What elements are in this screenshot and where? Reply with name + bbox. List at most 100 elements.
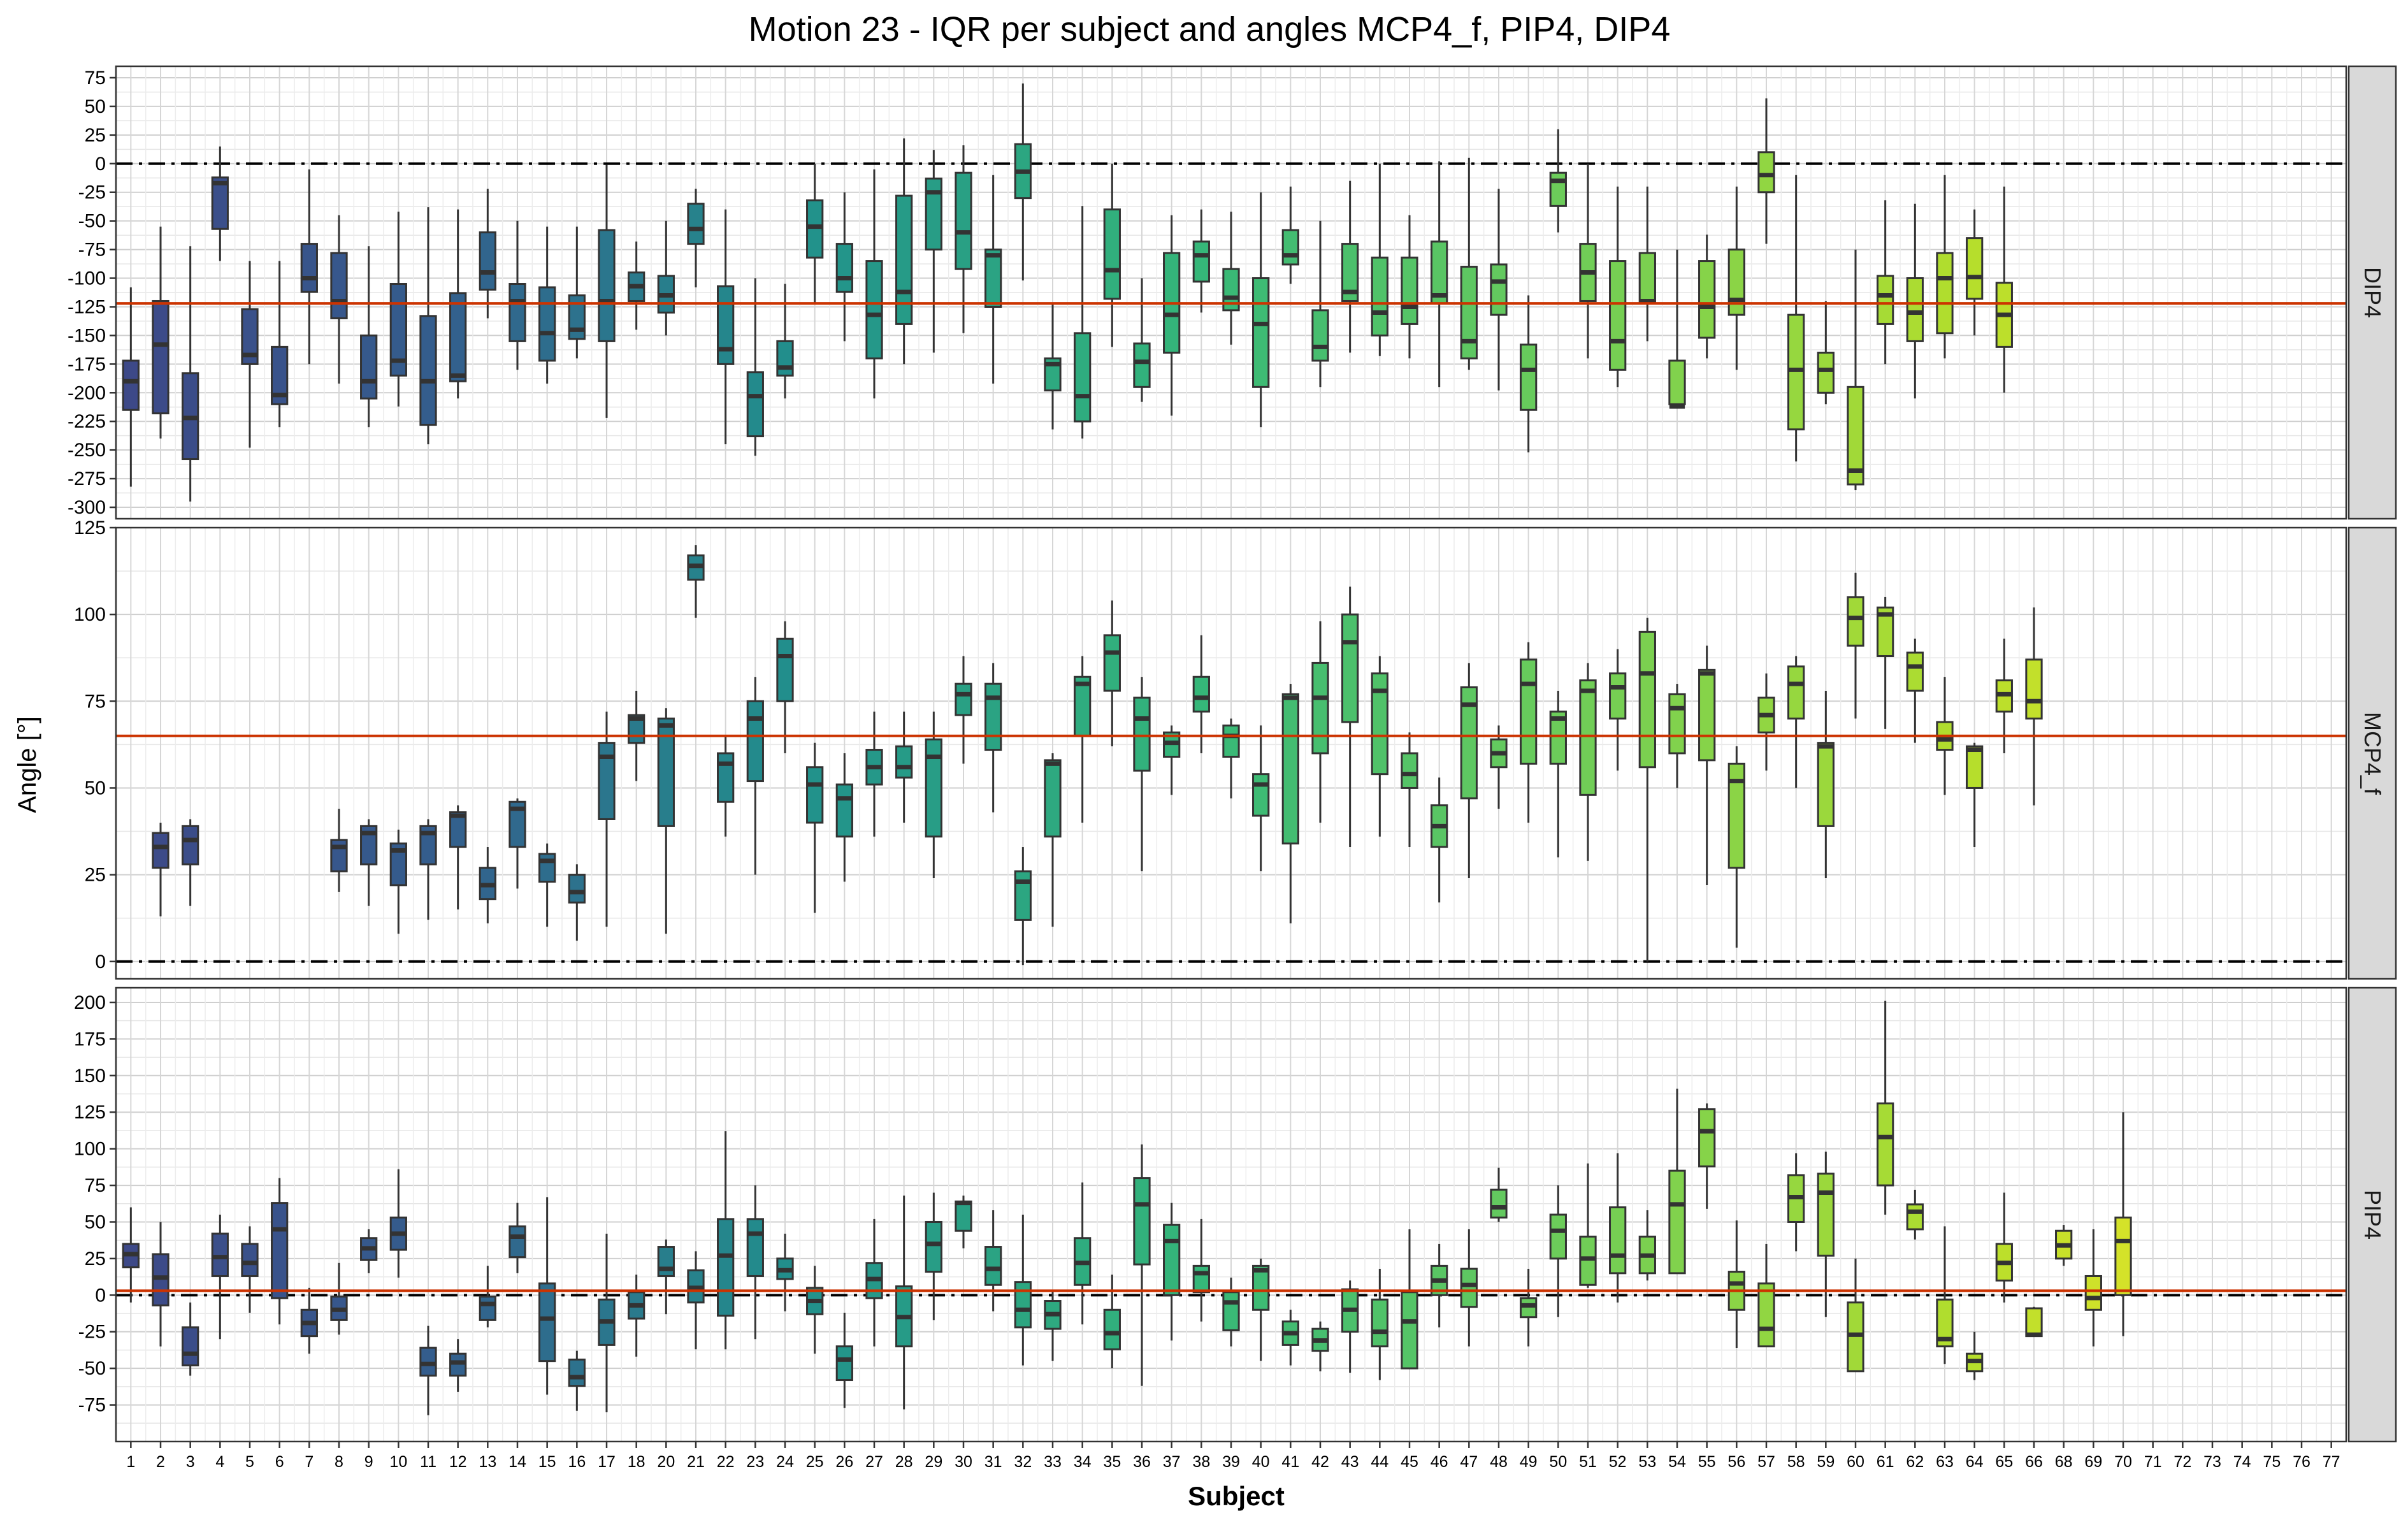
iqr-box <box>2025 658 2043 720</box>
iqr-box <box>1133 342 1151 388</box>
box-subject-27 <box>865 711 883 837</box>
iqr-box <box>1727 249 1745 316</box>
panel-dip4: 75 50 25 0 -25 -50 -75 -100 -125 -150 -175 -200 -225… <box>68 65 2397 520</box>
box-subject-12 <box>449 1339 467 1392</box>
box-subject-65 <box>1995 186 2013 393</box>
chart-title: Motion 23 - IQR per subject and angles M… <box>749 10 1671 48</box>
y-tick-label: -225 <box>68 411 106 432</box>
box-subject-60 <box>1847 249 1864 491</box>
box-subject-4 <box>211 146 229 261</box>
panel-border <box>115 526 2347 980</box>
box-subject-57 <box>1757 1243 1775 1348</box>
box-subject-31 <box>984 663 1002 813</box>
y-tick-label: -50 <box>78 211 106 232</box>
iqr-box <box>984 1246 1002 1286</box>
x-tick-label: 38 <box>1192 1453 1210 1471</box>
box-subject-10 <box>389 212 407 407</box>
y-tick-label: 150 <box>74 1066 106 1087</box>
iqr-box <box>776 340 794 377</box>
box-subject-54 <box>1668 684 1686 788</box>
iqr-box <box>1609 260 1627 371</box>
box-subject-34 <box>1074 206 1092 439</box>
iqr-box <box>1281 693 1299 845</box>
box-subject-39 <box>1222 718 1240 799</box>
x-tick-label: 21 <box>687 1453 705 1471</box>
iqr-box <box>419 315 437 426</box>
box-subject-63 <box>1936 175 1954 359</box>
y-tick-label: 75 <box>85 691 106 712</box>
x-tick-label: 3 <box>186 1453 195 1471</box>
x-tick-label: 1 <box>126 1453 135 1471</box>
x-tick-label: 52 <box>1609 1453 1627 1471</box>
iqr-box <box>1401 256 1418 325</box>
box-subject-9 <box>360 819 378 906</box>
box-subject-21 <box>687 545 705 618</box>
box-subject-51 <box>1579 663 1597 861</box>
box-subject-23 <box>746 1185 764 1340</box>
x-tick-label: 76 <box>2293 1453 2311 1471</box>
iqr-box <box>1341 613 1359 723</box>
iqr-box <box>508 1225 526 1259</box>
box-subject-37 <box>1163 215 1181 416</box>
x-tick-label: 64 <box>1966 1453 1984 1471</box>
box-subject-11 <box>419 819 437 920</box>
x-tick-label: 55 <box>1698 1453 1716 1471</box>
x-tick-label: 77 <box>2323 1453 2340 1471</box>
x-tick-label: 48 <box>1490 1453 1508 1471</box>
y-axis-dip4: 75 50 25 0 -25 -50 -75 -100 -125 -150 -175 -200 -225… <box>68 68 116 518</box>
box-subject-45 <box>1401 1229 1418 1370</box>
box-subject-50 <box>1549 129 1567 233</box>
iqr-box <box>1787 314 1805 431</box>
box-subject-14 <box>508 1203 526 1273</box>
iqr-box <box>182 825 199 865</box>
iqr-box <box>925 738 942 838</box>
box-subject-4 <box>211 1215 229 1340</box>
iqr-box <box>122 359 140 411</box>
iqr-box <box>984 683 1002 751</box>
box-subject-20 <box>657 708 675 934</box>
iqr-box <box>1847 386 1864 486</box>
x-tick-label: 33 <box>1044 1453 1062 1471</box>
box-subject-42 <box>1311 220 1329 387</box>
x-tick-label: 70 <box>2114 1453 2132 1471</box>
iqr-box <box>1401 752 1418 789</box>
y-tick-label: -200 <box>68 382 106 403</box>
x-tick-label: 25 <box>806 1453 824 1471</box>
box-subject-22 <box>717 735 735 837</box>
box-subject-58 <box>1787 656 1805 788</box>
box-subject-47 <box>1460 663 1478 879</box>
iqr-box <box>1906 277 1924 342</box>
box-subject-36 <box>1133 677 1151 872</box>
iqr-box <box>746 1218 764 1277</box>
x-tick-label: 45 <box>1401 1453 1418 1471</box>
facet-strip <box>2347 65 2397 520</box>
iqr-box <box>1281 229 1299 266</box>
box-subject-2 <box>152 822 169 916</box>
y-tick-label: 75 <box>85 1175 106 1196</box>
y-tick-label: -75 <box>78 1395 106 1416</box>
box-subject-8 <box>330 215 348 384</box>
iqr-box <box>1014 870 1032 921</box>
y-tick-label: -300 <box>68 497 106 518</box>
x-tick-label: 28 <box>895 1453 913 1471</box>
box-subject-27 <box>865 169 883 399</box>
box-subject-14 <box>508 798 526 889</box>
x-tick-label: 24 <box>776 1453 794 1471</box>
box-subject-22 <box>717 1131 735 1350</box>
box-subject-39 <box>1222 1277 1240 1347</box>
box-subject-25 <box>806 1266 824 1354</box>
box-subject-51 <box>1579 163 1597 359</box>
panels: 75 50 25 0 -25 -50 -75 -100 -125 -150 -175 -200 -225… <box>68 65 2397 1443</box>
iqr-box <box>1757 1282 1775 1348</box>
y-tick-label: -150 <box>68 325 106 346</box>
x-tick-label: 57 <box>1757 1453 1775 1471</box>
x-tick-label: 41 <box>1281 1453 1299 1471</box>
iqr-box <box>955 171 972 270</box>
box-subject-17 <box>598 711 616 927</box>
iqr-box <box>1133 697 1151 772</box>
iqr-box <box>538 853 556 883</box>
iqr-box <box>835 1345 853 1382</box>
box-subject-28 <box>895 711 913 823</box>
y-tick-label: 100 <box>74 1139 106 1160</box>
y-tick-label: -250 <box>68 440 106 461</box>
